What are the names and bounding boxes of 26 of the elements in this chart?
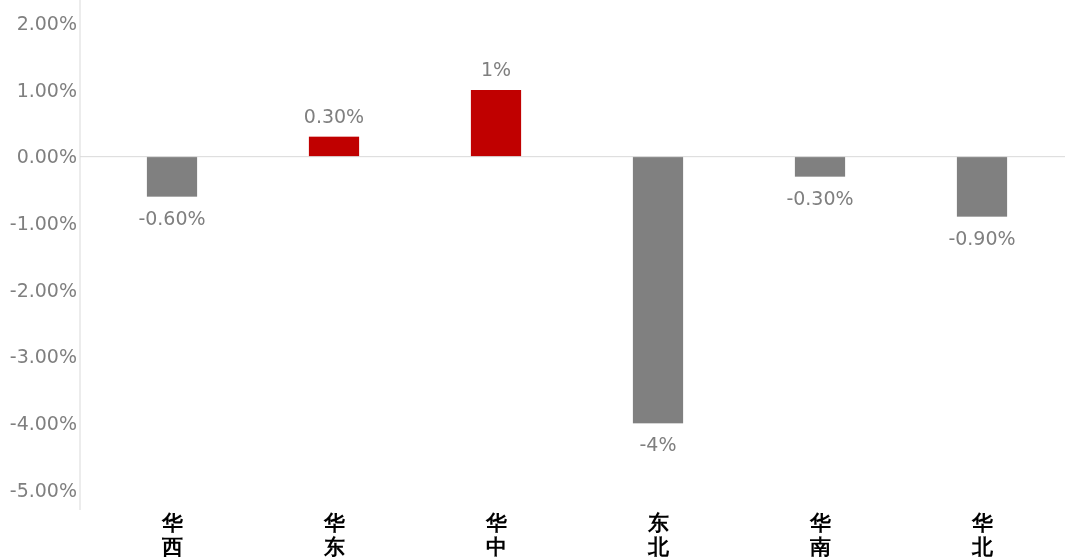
data-label: 0.30% [303, 104, 365, 127]
x-tick-label: 东北 [646, 511, 670, 559]
data-label: 1% [480, 58, 512, 80]
x-tick-label: 华西 [160, 511, 183, 559]
y-tick-label: -2.00% [9, 278, 77, 301]
data-label: -0.60% [138, 206, 206, 229]
x-tick-label: 华中 [484, 511, 507, 559]
y-tick-label: 1.00% [16, 78, 77, 101]
data-label: -4% [639, 433, 677, 456]
bar [470, 90, 522, 157]
bar [632, 156, 684, 424]
y-tick-label: -1.00% [9, 211, 77, 234]
y-tick-label: -4.00% [9, 411, 77, 434]
y-tick-label: -3.00% [9, 345, 77, 368]
bar [794, 156, 846, 177]
y-tick-label: 0.00% [16, 145, 77, 168]
bar [956, 156, 1008, 217]
x-tick-label: 华东 [322, 511, 345, 559]
x-tick-label: 华南 [808, 511, 831, 559]
bar [308, 136, 360, 157]
x-tick-label: 华北 [970, 511, 994, 559]
y-tick-label: -5.00% [9, 478, 77, 501]
y-tick-label: 2.00% [16, 11, 77, 34]
data-label: -0.30% [786, 186, 854, 209]
data-label: -0.90% [948, 226, 1016, 249]
bar [146, 156, 198, 197]
